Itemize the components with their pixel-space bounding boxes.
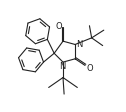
Text: N: N bbox=[59, 62, 65, 71]
Text: O: O bbox=[86, 63, 93, 72]
Text: O: O bbox=[55, 22, 62, 31]
Text: N: N bbox=[76, 40, 83, 48]
